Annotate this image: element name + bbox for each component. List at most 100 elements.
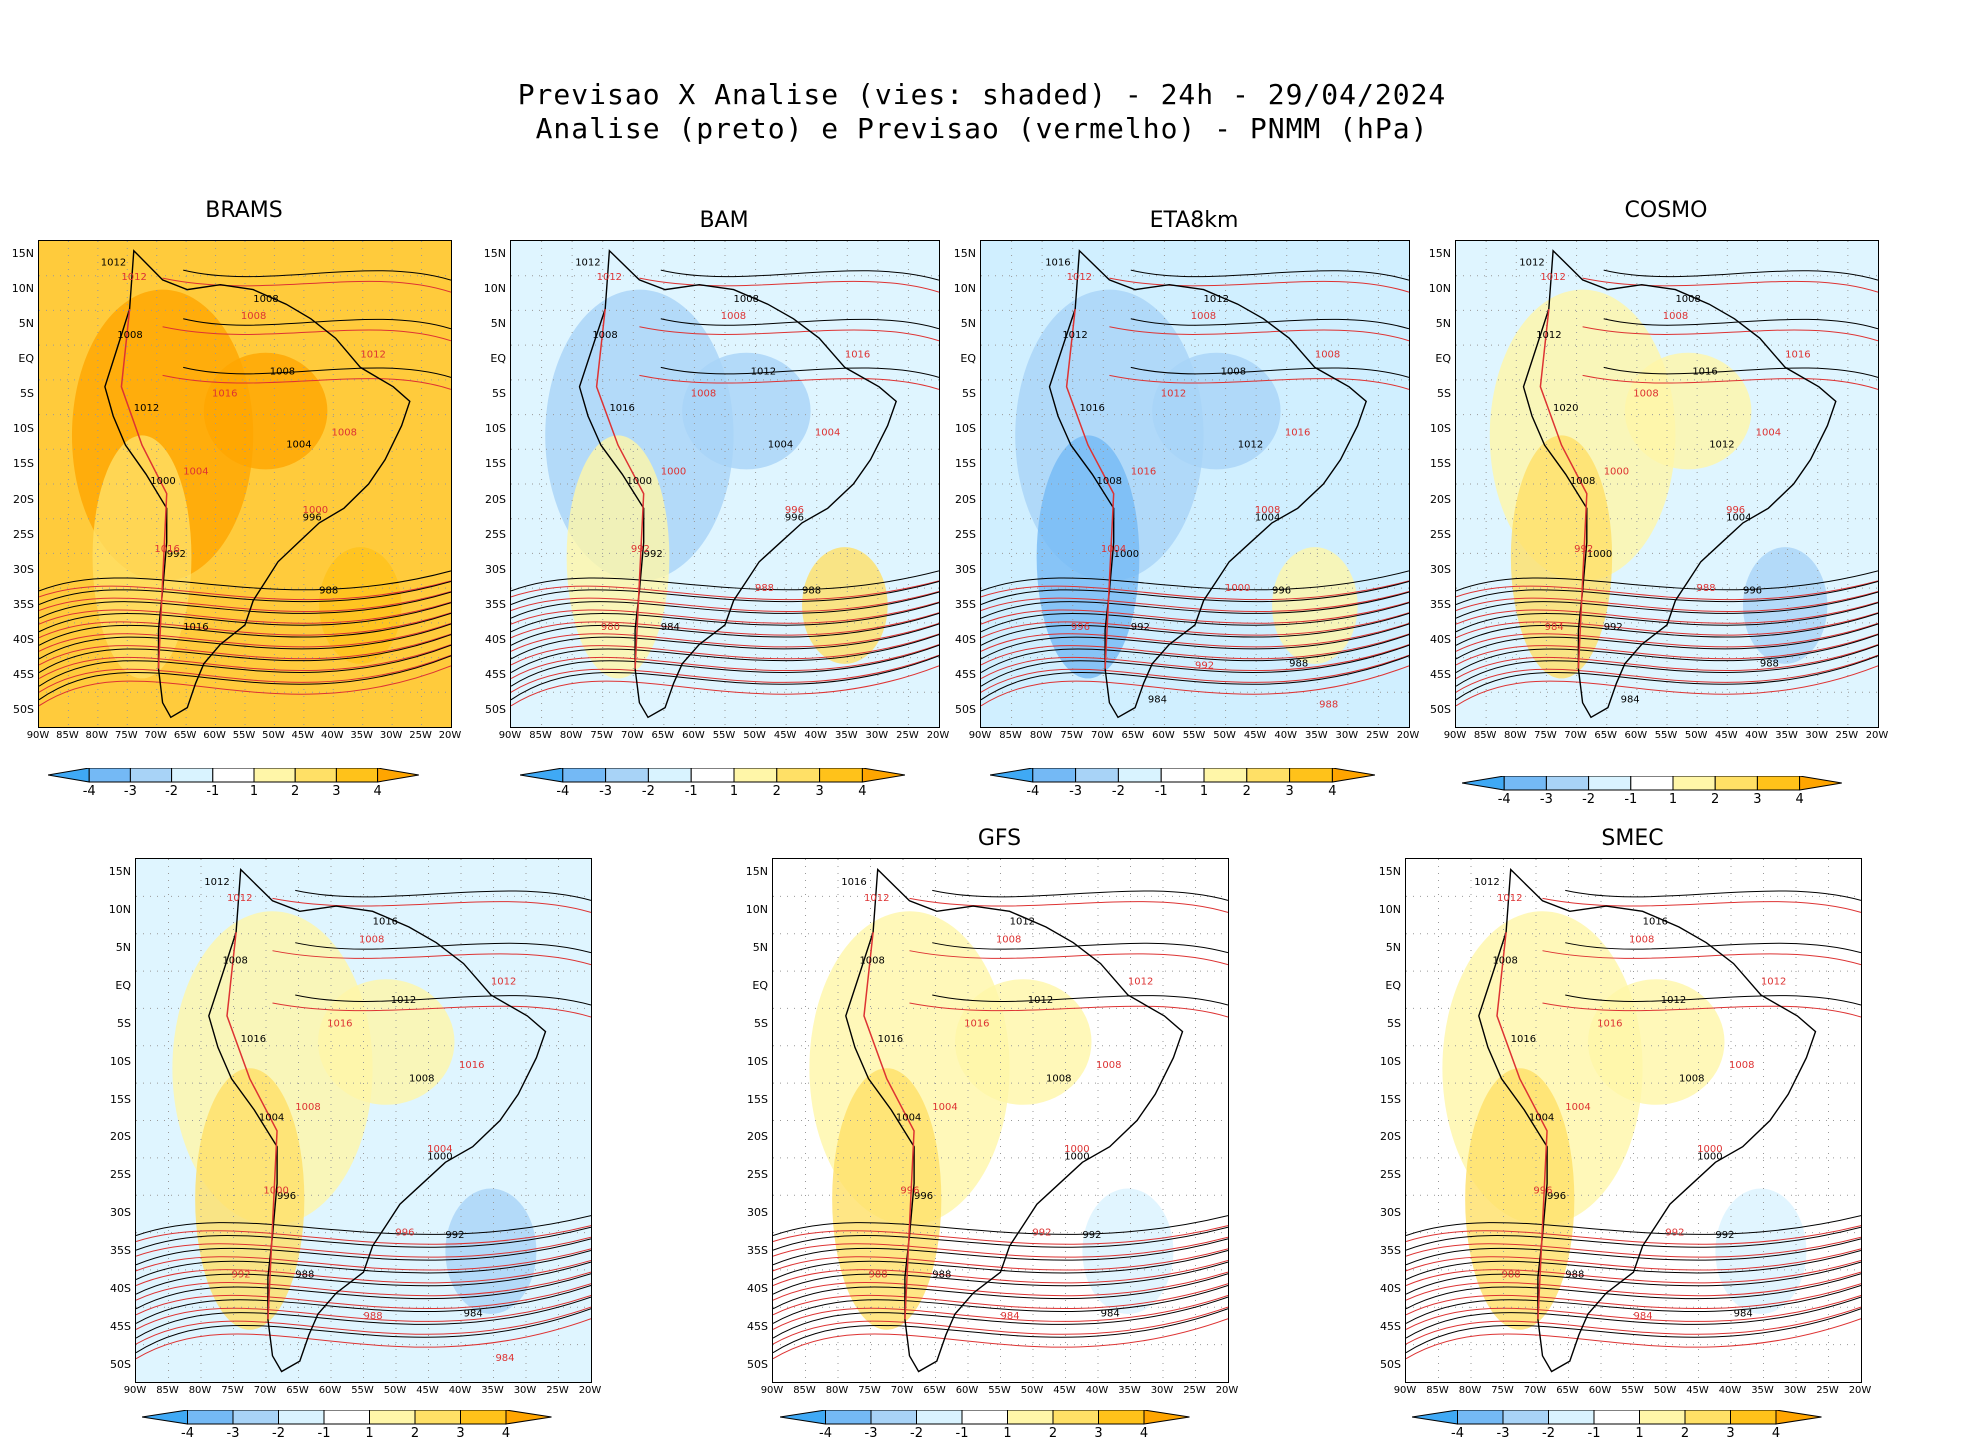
analysis-pressure-label: 1000	[1114, 549, 1139, 560]
latitude-tick-label: 20S	[747, 1130, 768, 1144]
isobar-analysis	[511, 655, 939, 701]
isobar-analysis	[932, 994, 1228, 1006]
colorbar-swatch	[294, 767, 337, 783]
forecast-pressure-label: 988	[1319, 700, 1338, 711]
latitude-tick-label: 10N	[11, 282, 34, 296]
colorbar-tick-label: -2	[1542, 1426, 1555, 1441]
latitude-tick-label: 5S	[20, 387, 34, 401]
isobar-analysis	[39, 591, 451, 619]
isobar-forecast	[1542, 897, 1861, 913]
latitude-tick-label: 5S	[117, 1016, 131, 1030]
analysis-pressure-label: 1016	[1511, 1034, 1536, 1045]
latitude-tick-label: 50S	[1430, 703, 1451, 716]
longitude-tick-label: 65W	[286, 1385, 309, 1396]
bias-shading-area	[802, 547, 888, 664]
latitude-tick-label: 45S	[485, 667, 506, 681]
isobar-forecast	[1406, 1225, 1861, 1245]
forecast-pressure-label: 1004	[932, 1102, 957, 1113]
colorbar: -4 -3 -2 -1 1 2 3 4	[1461, 775, 1842, 812]
bias-shading-area	[1082, 1188, 1174, 1315]
latitude-tick-label: 30S	[1380, 1206, 1401, 1220]
isobar-forecast	[909, 897, 1228, 913]
colorbar-swatch	[870, 1409, 917, 1425]
isobar-forecast	[39, 644, 451, 680]
forecast-pressure-label: 992	[1665, 1228, 1684, 1239]
longitude-tick-label: 90W	[498, 730, 522, 741]
isobar-forecast	[909, 950, 1228, 966]
isobar-analysis	[39, 644, 451, 687]
colorbar-tick-label: 4	[1328, 784, 1337, 799]
longitude-tick-label: 85W	[1426, 1385, 1449, 1396]
colorbar-tick-label: 3	[456, 1426, 465, 1441]
longitude-tick-label: 55W	[988, 1385, 1011, 1396]
analysis-pressure-label: 1016	[1692, 367, 1717, 378]
latitude-tick-label: 40S	[485, 632, 506, 646]
isobar-analysis	[1406, 1308, 1861, 1354]
analysis-pressure-label: 1004	[896, 1113, 921, 1124]
colorbar-tick-label: -2	[910, 1426, 923, 1441]
analysis-pressure-label: 992	[1082, 1230, 1101, 1241]
colorbar-swatch	[505, 1409, 552, 1425]
isobar-analysis	[511, 612, 939, 646]
latitude-tick-label: EQ	[115, 978, 131, 992]
analysis-pressure-label: 1008	[1679, 1073, 1704, 1084]
longitude-tick-label: 25W	[1816, 1385, 1839, 1396]
isobar-analysis	[39, 634, 451, 673]
colorbar-tick-label: 1	[729, 784, 739, 799]
isobar-analysis	[39, 581, 451, 605]
latitude-tick-label: 40S	[110, 1282, 131, 1296]
latitude-tick-label: 25S	[955, 527, 976, 541]
bias-shading-area	[1152, 352, 1281, 470]
longitude-tick-label: 30W	[1805, 730, 1829, 741]
analysis-pressure-label: 1012	[1028, 995, 1053, 1006]
analysis-pressure-label: 1004	[768, 440, 793, 451]
isobar-forecast	[1406, 1318, 1861, 1360]
longitude-tick-label: 20W	[438, 730, 462, 741]
analysis-pressure-label: 1008	[1097, 476, 1122, 487]
colorbar-swatch	[141, 1409, 188, 1425]
forecast-pressure-label: 1016	[459, 1060, 484, 1071]
map-svg: 1016101210121008101610121008100410009969…	[981, 241, 1409, 727]
isobar-forecast	[511, 591, 939, 612]
colorbar-swatch	[1032, 767, 1077, 783]
isobar-analysis	[981, 655, 1409, 701]
longitude-tick-label: 55W	[232, 730, 256, 741]
forecast-pressure-label: 1000	[263, 1186, 288, 1197]
analysis-pressure-label: 988	[932, 1269, 951, 1280]
colorbar-swatch	[819, 767, 863, 783]
isobar-analysis	[981, 581, 1409, 605]
isobar-forecast	[1406, 1260, 1861, 1286]
latitude-tick-label: 5N	[960, 317, 976, 331]
latitude-tick-label: 50S	[485, 703, 506, 716]
colorbar-tick-label: -1	[1587, 1426, 1601, 1441]
latitude-tick-label: 15S	[485, 457, 506, 471]
longitude-tick-label: 45W	[1686, 1385, 1709, 1396]
forecast-pressure-label: 1000	[1064, 1144, 1089, 1155]
latitude-tick-label: EQ	[490, 352, 506, 366]
isobar-analysis	[981, 570, 1409, 592]
longitude-tick-label: 60W	[1588, 1385, 1612, 1396]
isobar-analysis	[511, 581, 939, 605]
isobar-forecast	[1456, 612, 1878, 639]
analysis-pressure-label: 992	[1131, 622, 1150, 633]
isobar-forecast	[773, 1271, 1228, 1301]
colorbar-swatch	[825, 1409, 872, 1425]
colorbar-swatch	[1075, 767, 1119, 783]
isobar-forecast	[272, 897, 591, 913]
latitude-tick-label: 40S	[747, 1282, 768, 1296]
isobar-forecast	[1582, 277, 1878, 293]
andes-forecast-contours	[120, 308, 168, 669]
analysis-pressure-label: 1004	[1255, 512, 1280, 523]
isobar-analysis	[1565, 942, 1861, 954]
forecast-pressure-label: 996	[395, 1228, 414, 1239]
latitude-tick-label: 10S	[485, 422, 506, 436]
colorbar-swatch	[779, 1409, 826, 1425]
longitude-tick-label: 45W	[1243, 730, 1267, 741]
colorbar-swatch	[1502, 1409, 1549, 1425]
isobar-forecast	[511, 580, 939, 601]
map-frame: 1016 1012 1012 1008 1016 1012 1008 1004 1000 996 9…	[980, 240, 1410, 728]
forecast-pressure-label: 1008	[691, 389, 716, 400]
isobar-analysis	[1406, 1284, 1861, 1324]
forecast-pressure-label: 988	[755, 583, 774, 594]
analysis-pressure-label: 992	[644, 549, 663, 560]
